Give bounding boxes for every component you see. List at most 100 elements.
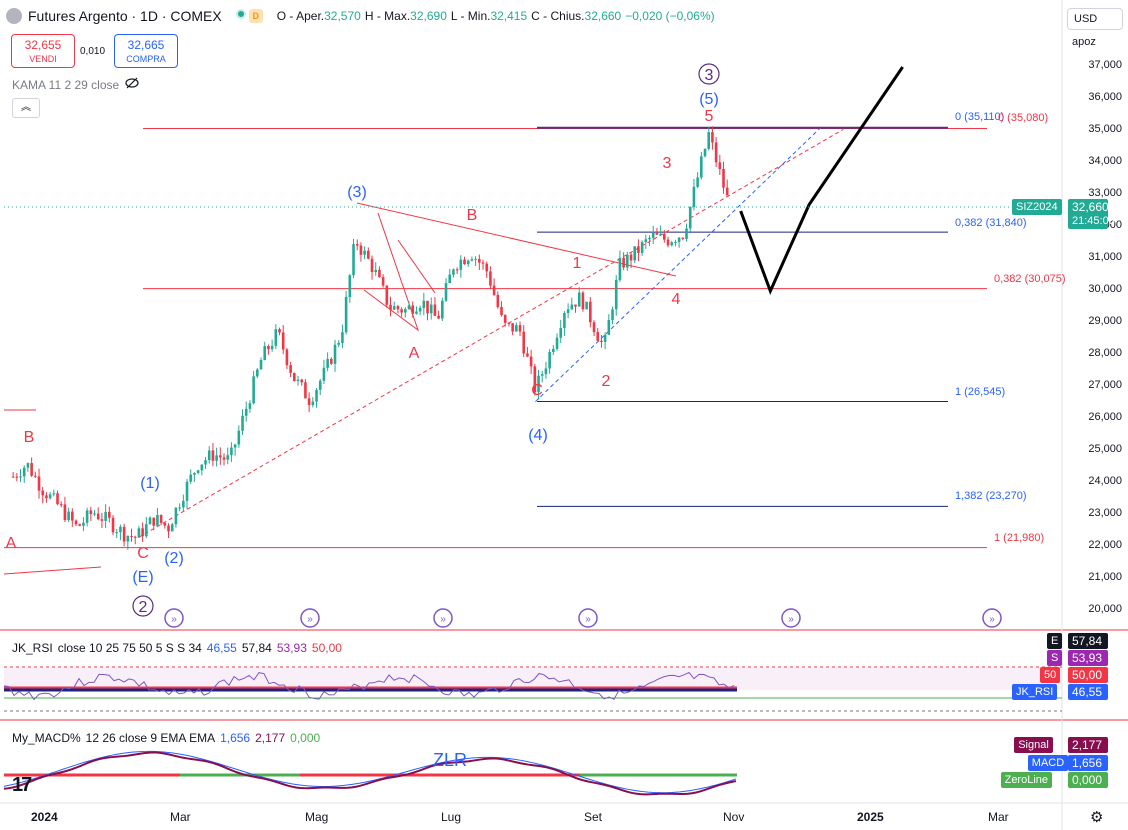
event-marker-arrow: » (788, 614, 794, 625)
candle-body (215, 455, 218, 461)
candle-body (204, 460, 207, 465)
candle-body (481, 262, 485, 264)
candle-body (433, 304, 437, 316)
candle-body (45, 495, 48, 499)
candle-body (725, 187, 729, 196)
candle-body (426, 300, 429, 314)
candle-body (263, 346, 267, 361)
rsi-tag-value: 57,84 (1068, 633, 1108, 649)
sell-button[interactable]: 32,655 VENDI (11, 34, 75, 68)
rsi-tag-name: S (1047, 650, 1063, 666)
currency-select[interactable]: USD (1067, 8, 1123, 30)
candle-body (677, 237, 681, 243)
candle-body (133, 536, 137, 538)
candle-body (411, 305, 415, 314)
candle-body (59, 504, 63, 506)
event-marker-arrow: » (440, 614, 446, 625)
candle-body (466, 260, 470, 265)
candle-body (603, 334, 607, 342)
event-marker-icon (781, 608, 801, 628)
time-tick-label: Mag (305, 810, 329, 824)
price-tick-label: 20,000 (1088, 603, 1122, 615)
old-trendline (3, 566, 102, 575)
candle-body (318, 380, 322, 390)
candle-body (485, 263, 489, 272)
buy-button[interactable]: 32,665 COMPRA (114, 34, 178, 68)
candle-body (274, 329, 278, 346)
trendline-red-dashed (138, 128, 844, 538)
wave-label-red-2: 2 (602, 373, 611, 390)
wave-label-red-5: 5 (705, 108, 714, 125)
symbol-icon[interactable] (6, 8, 22, 24)
candle-body (71, 511, 74, 521)
candle-body (396, 306, 400, 310)
tradingview-logo[interactable]: 17 (12, 774, 32, 796)
macd-legend[interactable]: My_MACD% 12 26 close 9 EMA EMA 1,656 2,1… (12, 731, 321, 745)
candle-body (559, 328, 563, 338)
candle-body (200, 464, 204, 471)
symbol-title[interactable]: Futures Argento · 1D · COMEX (28, 8, 222, 24)
candle-body (644, 239, 648, 243)
candle-body (385, 285, 389, 305)
rsi-legend[interactable]: JK_RSI close 10 25 75 50 5 S S 34 46,55 … (12, 641, 342, 655)
candle-body (648, 237, 651, 240)
candle-body (315, 389, 318, 402)
fib-label-red: 0,382 (30,075) (994, 273, 1066, 285)
candle-body (629, 254, 633, 261)
candle-body (581, 292, 585, 310)
candle-body (281, 332, 285, 350)
candle-body (163, 522, 167, 526)
candle-body (115, 532, 119, 534)
candle-body (618, 257, 622, 280)
candle-body (718, 162, 722, 169)
candle-body (322, 367, 326, 381)
candle-body (352, 244, 355, 276)
scale-mode[interactable]: apoz (1072, 36, 1096, 48)
candle-body (248, 403, 252, 409)
indicator-legend[interactable]: KAMA 11 2 29 close (12, 77, 139, 92)
macd-pane: ZLR (3, 750, 737, 796)
event-marker-icon (982, 608, 1002, 628)
collapse-indicators-button[interactable]: ︽ (12, 98, 40, 118)
candle-body (11, 476, 15, 478)
price-tick-label: 27,000 (1088, 379, 1122, 391)
time-tick-label: 2025 (857, 810, 884, 824)
candle-body (241, 415, 244, 431)
candle-body (378, 269, 381, 278)
candle-body (540, 374, 544, 376)
candle-body (100, 519, 104, 521)
time-tick-label: Lug (441, 810, 462, 824)
candle-body (311, 401, 315, 406)
fib-label-red: 0 (35,080) (998, 112, 1048, 124)
macd-annotation: ZLR (433, 750, 467, 770)
market-status[interactable]: D (235, 9, 263, 23)
status-badge: D (248, 9, 263, 23)
candle-body (15, 476, 19, 478)
candle-body (663, 233, 666, 240)
candle-body (122, 526, 126, 542)
candle-body (56, 493, 59, 505)
candle-body (293, 372, 296, 382)
spread-value: 0,010 (80, 46, 106, 57)
candle-body (119, 526, 122, 533)
candle-body (607, 320, 611, 335)
settings-gear-icon[interactable]: ⚙ (1090, 809, 1104, 826)
time-tick-label: Mar (988, 810, 1009, 824)
candle-body (96, 513, 100, 520)
fib-label-blue: 0,382 (31,840) (955, 217, 1027, 229)
candle-body (233, 444, 237, 448)
candle-body (674, 242, 677, 244)
candle-body (37, 476, 41, 491)
trendline-blue-dashed (535, 127, 821, 402)
candle-body (577, 292, 581, 307)
eye-hidden-icon[interactable] (125, 77, 139, 92)
wave-label-paren-2: (2) (164, 550, 184, 567)
chevron-up-double-icon: ︽ (21, 102, 31, 113)
candle-body (85, 510, 89, 523)
candle-body (108, 511, 111, 518)
candle-body (711, 132, 714, 143)
candle-body (196, 470, 200, 473)
